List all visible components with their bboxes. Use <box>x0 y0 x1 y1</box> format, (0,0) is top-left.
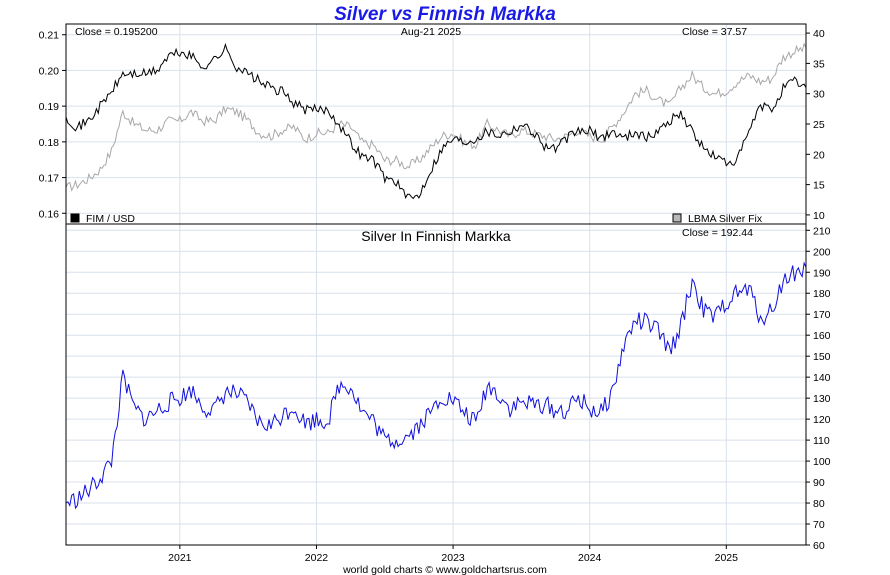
top-date: Aug-21 2025 <box>401 26 461 38</box>
bottom-right-axis: 60 70 80 90 100 110 120 130 140 150 160 170 180 190 20… <box>806 225 831 552</box>
bottom-right-tick-label: 130 <box>813 393 831 405</box>
bottom-right-tick-label: 100 <box>813 456 831 468</box>
legend-silver-label: LBMA Silver Fix <box>688 213 763 225</box>
series-line-silver-fim <box>65 261 807 510</box>
x-tick-label: 2025 <box>715 552 739 564</box>
bottom-panel-title: Silver In Finnish Markka <box>361 228 511 244</box>
series-line-fim-usd <box>65 42 807 200</box>
x-tick-label: 2024 <box>578 552 602 564</box>
legend-fim-label: FIM / USD <box>86 213 135 225</box>
series-line-silver-fix <box>65 42 807 192</box>
bottom-right-tick-label: 160 <box>813 330 831 342</box>
bottom-right-tick-label: 70 <box>813 519 825 531</box>
top-left-tick-label: 0.21 <box>39 30 60 42</box>
chart-title: Silver vs Finnish Markka <box>334 4 556 25</box>
top-close-left: Close = 0.195200 <box>75 26 158 38</box>
top-left-tick-label: 0.16 <box>39 208 60 220</box>
bottom-right-tick-label: 170 <box>813 309 831 321</box>
top-right-tick-label: 20 <box>813 149 825 161</box>
bottom-right-tick-label: 200 <box>813 246 831 258</box>
legend-fim-swatch <box>70 213 80 223</box>
top-left-tick-label: 0.20 <box>39 65 60 77</box>
bottom-right-tick-label: 140 <box>813 372 831 384</box>
bottom-right-tick-label: 110 <box>813 435 830 447</box>
top-right-tick-label: 15 <box>813 180 825 192</box>
top-right-axis: 10 15 20 25 30 35 40 <box>806 28 825 222</box>
top-panel-series <box>65 42 807 200</box>
x-axis: 2021 2022 2023 2024 2025 <box>168 545 738 564</box>
bottom-panel-frame <box>65 223 807 546</box>
bottom-right-tick-label: 120 <box>813 414 831 426</box>
top-right-tick-label: 30 <box>813 89 825 101</box>
top-left-axis: 0.16 0.17 0.18 0.19 0.20 0.21 <box>39 30 66 220</box>
top-right-tick-label: 35 <box>813 58 825 70</box>
top-left-tick-label: 0.17 <box>39 173 60 185</box>
bottom-right-tick-label: 190 <box>813 267 831 279</box>
bottom-panel-series <box>65 261 807 510</box>
top-panel-grid <box>66 24 806 224</box>
bottom-panel-grid <box>66 224 806 546</box>
bottom-right-tick-label: 210 <box>813 225 831 237</box>
x-tick-label: 2023 <box>441 552 465 564</box>
bottom-right-tick-label: 80 <box>813 498 825 510</box>
legend-silver-swatch <box>672 213 682 223</box>
bottom-right-tick-label: 180 <box>813 288 831 300</box>
bottom-right-tick-label: 90 <box>813 477 825 489</box>
bottom-right-tick-label: 150 <box>813 351 831 363</box>
bottom-close-right: Close = 192.44 <box>682 227 753 239</box>
bottom-right-tick-label: 60 <box>813 540 825 552</box>
x-tick-label: 2022 <box>305 552 329 564</box>
top-panel-frame <box>65 23 807 225</box>
top-left-tick-label: 0.19 <box>39 101 60 113</box>
top-right-tick-label: 25 <box>813 119 825 131</box>
footer-credit: world gold charts © www.goldchartsrus.co… <box>342 564 547 575</box>
top-left-tick-label: 0.18 <box>39 137 60 149</box>
x-tick-label: 2021 <box>168 552 192 564</box>
top-right-tick-label: 10 <box>813 210 825 222</box>
top-right-tick-label: 40 <box>813 28 825 40</box>
top-close-right: Close = 37.57 <box>682 26 747 38</box>
